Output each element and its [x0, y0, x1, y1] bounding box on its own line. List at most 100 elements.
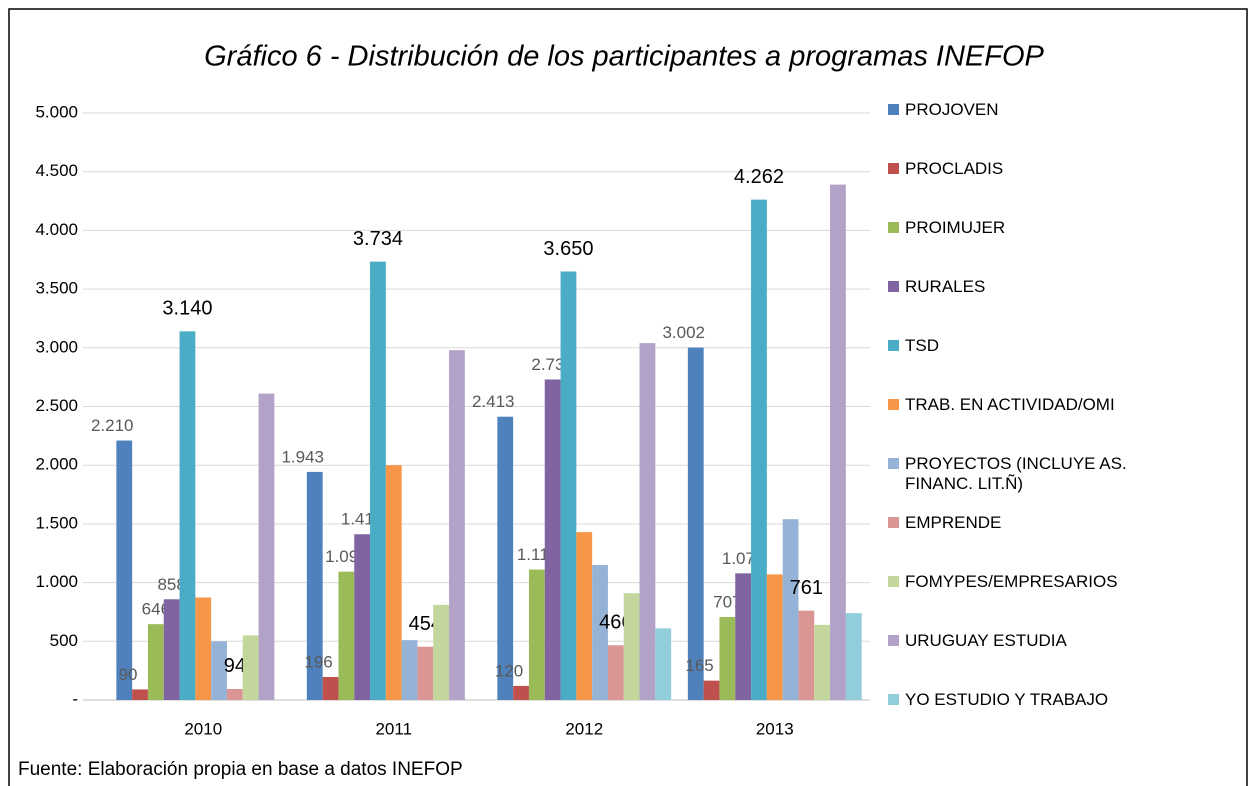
bar [322, 676, 339, 700]
source-note: Fuente: Elaboración propia en base a dat… [18, 759, 463, 780]
bar [354, 534, 371, 700]
bar [576, 532, 593, 700]
legend-swatch [888, 517, 899, 528]
data-label: 3.650 [543, 238, 593, 260]
legend-swatch [888, 281, 899, 292]
legend-label: PROJOVEN [905, 100, 999, 119]
x-tick-label: 2012 [565, 719, 603, 738]
bar [735, 573, 752, 700]
bar [655, 628, 672, 700]
bar [592, 564, 608, 700]
bar [226, 688, 243, 700]
bar [751, 199, 767, 700]
bar [560, 271, 577, 700]
legend-label: YO ESTUDIO Y TRABAJO [905, 690, 1109, 709]
legend-swatch [888, 340, 899, 351]
legend-label: PROYECTOS (INCLUYE AS. FINANC. LIT.Ñ) [905, 454, 1127, 493]
legend-entry: FOMYPES/EMPRESARIOS [888, 572, 1118, 592]
data-label: 1.943 [281, 447, 324, 466]
legend-swatch [888, 576, 899, 587]
bar [798, 610, 815, 700]
bar [195, 597, 212, 700]
bar [401, 640, 418, 700]
bar [179, 331, 196, 700]
bar [385, 465, 402, 700]
y-tick-label: 3.000 [35, 337, 78, 356]
legend-entry: TRAB. EN ACTIVIDAD/OMI [888, 395, 1115, 415]
legend-entry: PROCLADIS [888, 159, 1003, 179]
bar [528, 569, 545, 700]
legend-label: RURALES [905, 277, 986, 296]
y-tick-label: 500 [50, 631, 78, 650]
x-tick-label: 2011 [375, 719, 412, 738]
data-label: 3.140 [162, 298, 212, 320]
data-label: 3.002 [662, 323, 705, 342]
legend-swatch [888, 694, 899, 705]
legend-swatch [888, 399, 899, 410]
data-label: 3.734 [353, 228, 403, 250]
bar [417, 646, 434, 700]
legend-label: PROCLADIS [905, 159, 1004, 178]
y-tick-label: 2.500 [35, 396, 78, 415]
bar [147, 624, 164, 700]
bar [623, 593, 640, 700]
data-label: 2.210 [91, 416, 134, 435]
bar [449, 350, 465, 700]
y-tick-label: 5.000 [35, 102, 78, 121]
legend-label: PROIMUJER [905, 218, 1006, 237]
y-tick-label: 4.500 [35, 161, 78, 180]
chart-title: Gráfico 6 - Distribución de los particip… [204, 41, 1044, 73]
bar [544, 379, 561, 700]
bar [433, 604, 450, 700]
legend-label: URUGUAY ESTUDIA [905, 631, 1067, 650]
y-tick-label: 2.000 [35, 455, 78, 474]
y-tick-label: 1.000 [35, 572, 78, 591]
legend-entry: PROJOVEN [888, 100, 999, 120]
legend-entry: TSD [888, 336, 939, 356]
legend-swatch [888, 635, 899, 646]
bar [370, 261, 386, 700]
legend-swatch [888, 222, 899, 233]
bar [845, 613, 862, 700]
legend-swatch [888, 458, 899, 469]
data-label: 196 [304, 652, 332, 671]
data-label: 94 [224, 655, 246, 677]
legend-entry: RURALES [888, 277, 985, 297]
bar [211, 641, 227, 700]
bar [687, 347, 704, 700]
bar [814, 624, 831, 700]
data-label: 165 [685, 656, 713, 675]
bar [782, 519, 799, 700]
legend-entry: PROYECTOS (INCLUYE AS. FINANC. LIT.Ñ) [888, 454, 1158, 494]
y-tick-label: 3.500 [35, 279, 78, 298]
bar [719, 616, 736, 700]
legend-label: TRAB. EN ACTIVIDAD/OMI [905, 395, 1115, 414]
bar [116, 440, 133, 700]
bar [497, 416, 514, 700]
y-tick-label: 4.000 [35, 220, 78, 239]
legend-entry: PROIMUJER [888, 218, 1005, 238]
data-label: 120 [495, 661, 523, 680]
bar [242, 635, 259, 700]
legend-swatch [888, 104, 899, 115]
x-tick-label: 2013 [756, 719, 794, 738]
x-tick-label: 2010 [184, 719, 222, 738]
bar [513, 685, 529, 700]
bar [639, 343, 656, 700]
bar [830, 184, 846, 700]
data-label: 90 [119, 665, 138, 684]
legend-swatch [888, 163, 899, 174]
legend-entry: URUGUAY ESTUDIA [888, 631, 1067, 651]
legend-label: TSD [905, 336, 939, 355]
y-tick-label: - [72, 689, 78, 708]
data-label: 761 [790, 577, 823, 599]
bar [163, 599, 180, 700]
bar [607, 645, 624, 700]
data-label: 2.413 [472, 392, 515, 411]
bar [703, 680, 720, 700]
data-label: 646 [142, 600, 170, 619]
bar [132, 689, 148, 700]
bar [258, 393, 275, 700]
